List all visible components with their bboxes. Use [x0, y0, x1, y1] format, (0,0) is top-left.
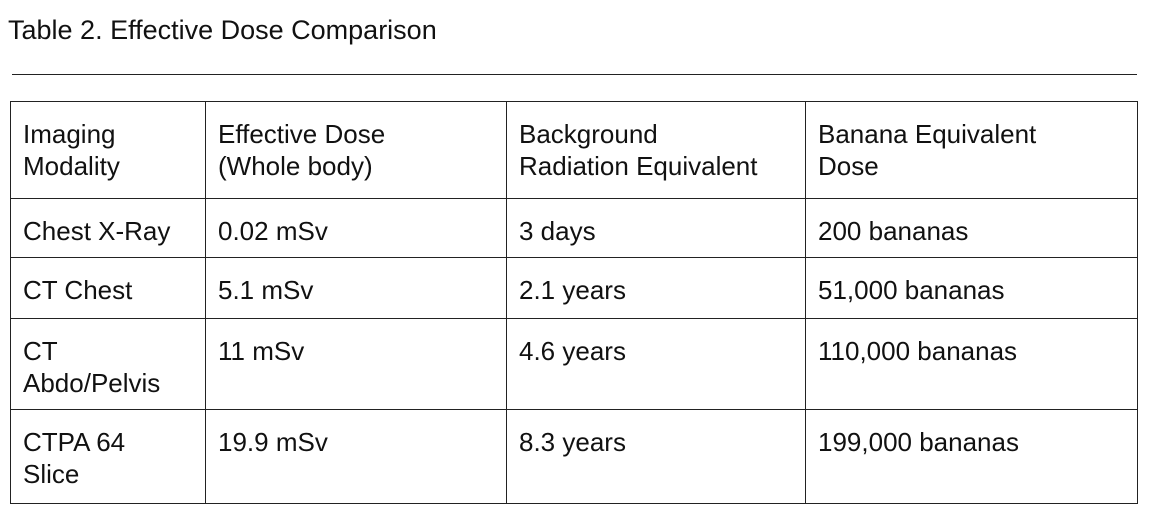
table-row: CT Abdo/Pelvis 11 mSv 4.6 years 110,000 ban… — [10, 318, 1138, 410]
table-body: Chest X-Ray 0.02 mSv 3 days 200 bananas CT C… — [10, 198, 1138, 504]
table-cell: 19.9 mSv — [205, 409, 507, 504]
column-header: Banana Equivalent Dose — [805, 101, 1138, 199]
column-header: Effective Dose (Whole body) — [205, 101, 507, 199]
table-title: Table 2. Effective Dose Comparison — [8, 15, 437, 45]
table-head: Imaging Modality Effective Dose (Whole bo… — [10, 101, 1138, 199]
table-cell: Chest X-Ray — [10, 198, 206, 258]
table-cell: 199,000 bananas — [805, 409, 1138, 504]
column-header: Imaging Modality — [10, 101, 206, 199]
table-cell: 3 days — [506, 198, 806, 258]
table-cell: 2.1 years — [506, 257, 806, 319]
header-row: Imaging Modality Effective Dose (Whole bo… — [10, 101, 1138, 199]
table-cell: CT Chest — [10, 257, 206, 319]
table-cell: 200 bananas — [805, 198, 1138, 258]
table-cell: 11 mSv — [205, 318, 507, 410]
table-row: CT Chest 5.1 mSv 2.1 years 51,000 bananas — [10, 257, 1138, 319]
table-cell: 5.1 mSv — [205, 257, 507, 319]
table-row: Chest X-Ray 0.02 mSv 3 days 200 bananas — [10, 198, 1138, 258]
table-cell: CTPA 64 Slice — [10, 409, 206, 504]
column-header: Background Radiation Equivalent — [506, 101, 806, 199]
table-cell: 51,000 bananas — [805, 257, 1138, 319]
table-cell: 110,000 bananas — [805, 318, 1138, 410]
table-cell: 4.6 years — [506, 318, 806, 410]
table-cell: CT Abdo/Pelvis — [10, 318, 206, 410]
dose-table: Imaging Modality Effective Dose (Whole bo… — [10, 101, 1138, 504]
title-rule — [12, 74, 1137, 75]
table-row: CTPA 64 Slice 19.9 mSv 8.3 years 199,000 ba… — [10, 409, 1138, 504]
table-cell: 0.02 mSv — [205, 198, 507, 258]
table-cell: 8.3 years — [506, 409, 806, 504]
